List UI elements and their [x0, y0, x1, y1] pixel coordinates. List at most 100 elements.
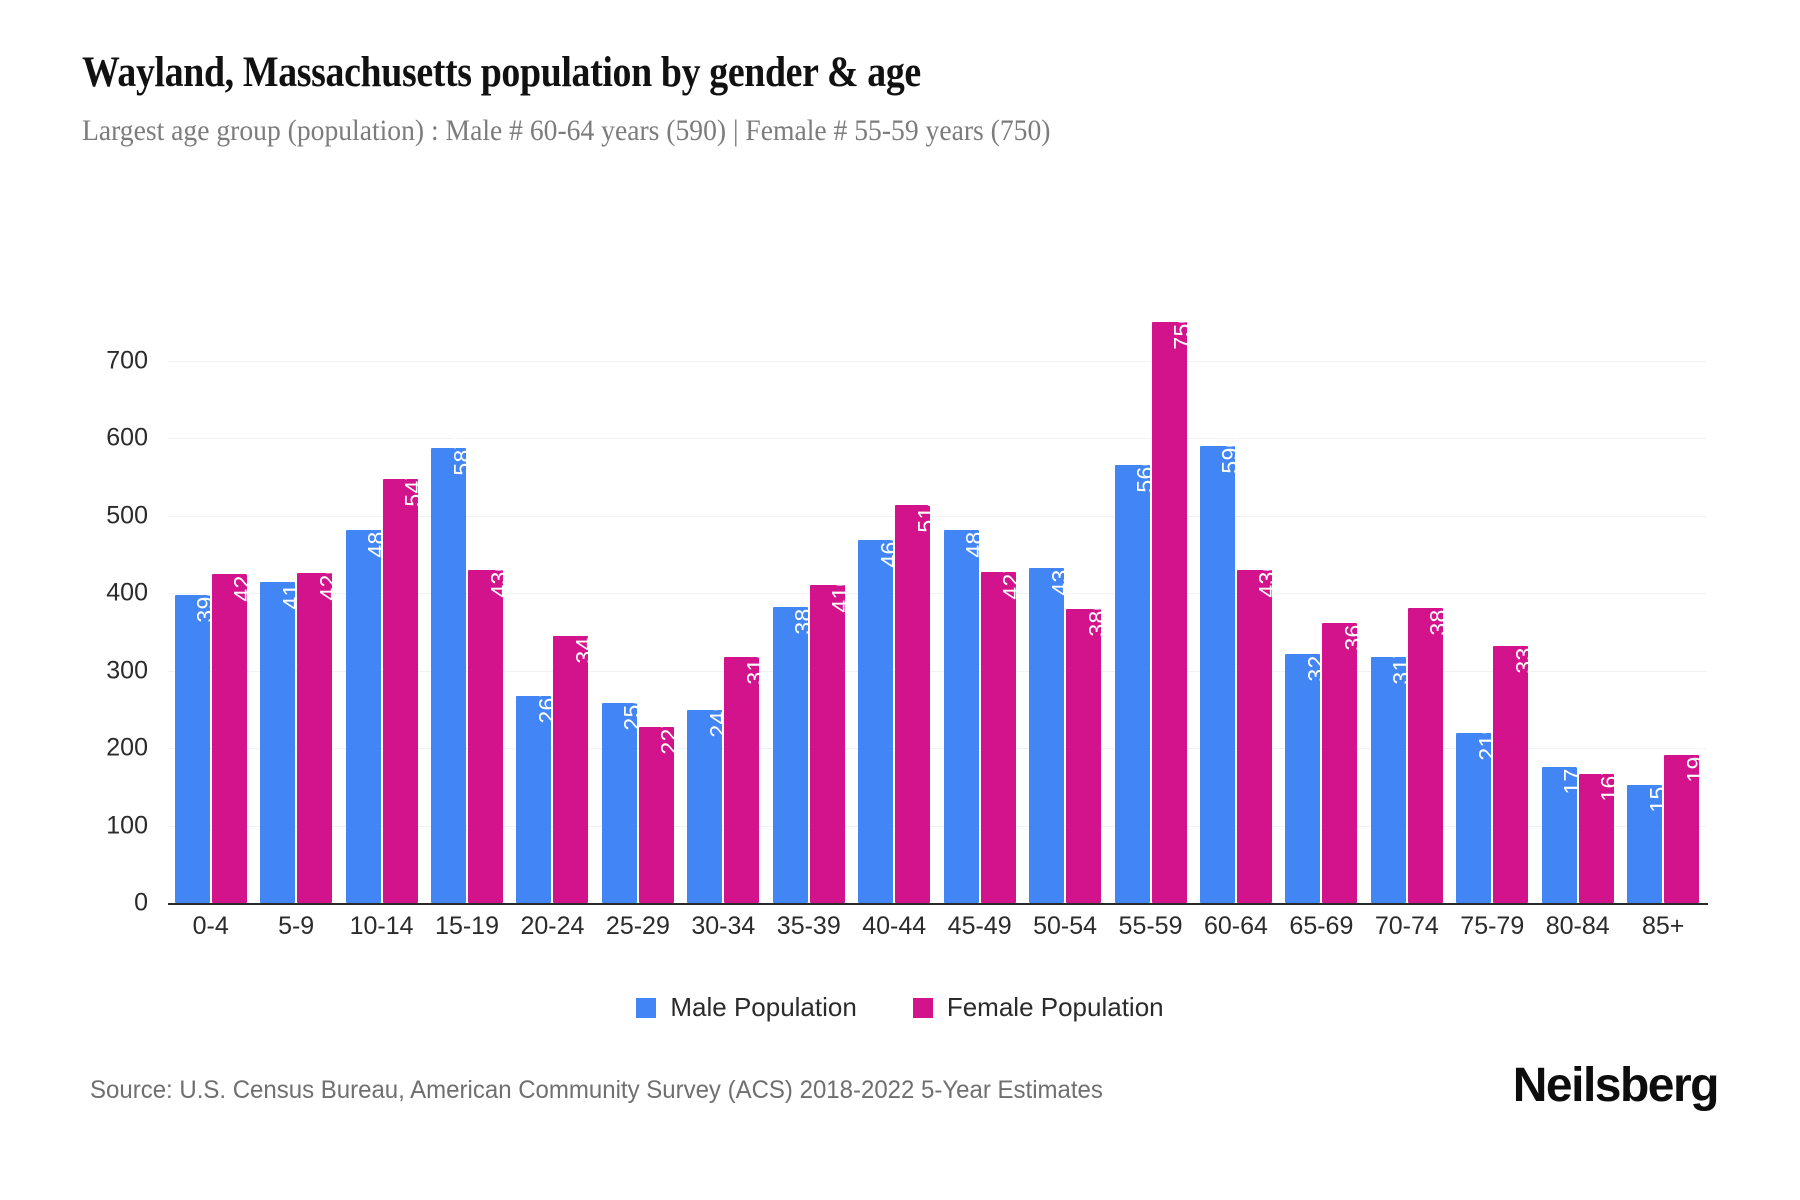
x-axis-tick-label: 85+ [1641, 912, 1685, 940]
bar-value-label: 425 [229, 562, 256, 602]
bar-female[interactable]: 547 [382, 468, 426, 903]
bar-value-label: 514 [912, 493, 939, 533]
bar-value-label: 361 [1339, 611, 1366, 651]
x-axis-tick-label: 5-9 [278, 912, 315, 940]
bar-female[interactable]: 191 [1664, 743, 1708, 903]
bar-female[interactable]: 227 [638, 716, 682, 903]
bar-value-label: 427 [998, 560, 1025, 600]
bar-value-label: 258 [619, 691, 646, 731]
bar-value-label: 332 [1510, 634, 1537, 674]
y-axis-tick-label: 200 [106, 733, 148, 762]
bar-female[interactable]: 425 [211, 562, 255, 903]
bar-female[interactable]: 381 [1407, 596, 1451, 903]
bar-female[interactable]: 426 [297, 561, 341, 903]
bar-male[interactable]: 566 [1114, 453, 1158, 903]
bar-male[interactable]: 398 [174, 583, 218, 903]
y-axis-tick-label: 300 [106, 656, 148, 685]
bar-female[interactable]: 318 [724, 645, 768, 903]
bar-male[interactable]: 321 [1285, 643, 1329, 903]
bar-group: 258 227 [595, 322, 682, 903]
bar-value-label: 380 [1083, 597, 1110, 637]
x-axis-tick-label: 65-69 [1289, 912, 1354, 940]
bar-value-label: 430 [1254, 558, 1281, 598]
bar-male[interactable]: 152 [1627, 774, 1671, 903]
gridline [168, 593, 1706, 595]
bar-value-label: 587 [448, 436, 475, 476]
bar-group: 249 318 [681, 322, 768, 903]
bar-male[interactable]: 468 [858, 529, 902, 903]
y-axis-tick-label: 100 [106, 811, 148, 840]
bar-group: 566 750 [1108, 310, 1195, 903]
x-axis-tick-label: 10-14 [349, 912, 414, 940]
x-axis-tick-label: 15-19 [435, 912, 499, 940]
x-axis-tick-label: 70-74 [1374, 912, 1439, 940]
bar-value-label: 482 [961, 517, 988, 558]
bar-female[interactable]: 750 [1151, 310, 1195, 903]
bar-female[interactable]: 167 [1578, 762, 1622, 903]
bar-female[interactable]: 380 [1066, 597, 1110, 903]
bar-female[interactable]: 430 [468, 558, 512, 903]
chart-legend: Male Population Female Population [0, 992, 1800, 1023]
bar-group: 432 380 [1022, 322, 1110, 903]
bar-value-label: 410 [827, 573, 854, 614]
bar-male[interactable]: 415 [260, 570, 304, 903]
bar-male[interactable]: 432 [1029, 557, 1073, 903]
legend-item-female[interactable]: Female Population [912, 992, 1164, 1023]
bar-male[interactable]: 219 [1456, 722, 1500, 903]
bar-female[interactable]: 410 [809, 574, 853, 903]
bar-male[interactable]: 175 [1541, 756, 1585, 903]
bar-female[interactable]: 345 [553, 624, 597, 903]
bar-male[interactable]: 590 [1199, 434, 1243, 903]
gridline [168, 825, 1706, 827]
bar-value-label: 547 [400, 467, 427, 507]
bar-male[interactable]: 482 [345, 518, 389, 903]
bar-group: 382 410 [766, 322, 853, 903]
chart-subtitle: Largest age group (population) : Male # … [82, 114, 1051, 148]
bar-male[interactable]: 317 [1370, 646, 1414, 903]
y-axis-tick-label: 0 [134, 888, 148, 917]
bar-female[interactable]: 514 [895, 493, 939, 903]
bar-female[interactable]: 430 [1236, 558, 1280, 903]
x-axis-tick-label: 30-34 [691, 912, 756, 940]
y-axis-tick-label: 600 [106, 423, 148, 452]
neilsberg-logo: Neilsberg [1512, 1059, 1720, 1112]
plot-area [168, 322, 1706, 904]
bar-female[interactable]: 332 [1493, 634, 1537, 903]
legend-label: Male Population [670, 992, 857, 1022]
bar-value-label: 381 [1425, 596, 1452, 636]
bar-value-label: 432 [1046, 556, 1073, 596]
legend-swatch-icon [912, 997, 933, 1018]
legend-item-male[interactable]: Male Population [636, 992, 857, 1023]
legend-swatch-icon [636, 997, 657, 1018]
x-axis-tick-label: 35-39 [776, 912, 841, 940]
bar-female[interactable]: 361 [1322, 612, 1366, 903]
bar-value-label: 227 [656, 715, 683, 755]
bar-group: 175 167 [1535, 322, 1622, 903]
bar-male[interactable]: 382 [772, 595, 816, 903]
legend-label: Female Population [946, 992, 1164, 1022]
bar-male[interactable]: 258 [601, 692, 645, 903]
source-note: Source: U.S. Census Bureau, American Com… [90, 1076, 1103, 1104]
x-axis-line [168, 903, 1708, 905]
bar-value-label: 345 [570, 624, 597, 664]
bar-group: 317 381 [1364, 322, 1451, 903]
bar-groups: 398 425 415 426 482 547 587 430 267 345 258 227 249 3… [168, 310, 1708, 903]
bar-group: 219 332 [1450, 322, 1537, 903]
x-axis-labels: 0-4 5-9 10-14 15-19 20-24 25-29 30-34 35-39 40-4… [168, 912, 1706, 941]
bar-group: 590 430 [1193, 322, 1280, 903]
bar-value-label: 191 [1681, 743, 1708, 783]
bar-male[interactable]: 249 [687, 698, 731, 903]
gridline [168, 438, 1706, 440]
gridline [168, 515, 1706, 517]
bar-female[interactable]: 427 [980, 561, 1024, 903]
bar-value-label: 318 [741, 645, 768, 685]
bar-male[interactable]: 587 [431, 437, 475, 903]
bar-male[interactable]: 267 [516, 685, 560, 903]
x-axis-tick-label: 80-84 [1545, 912, 1610, 940]
bar-male[interactable]: 482 [943, 518, 987, 903]
x-axis-tick-label: 55-59 [1118, 912, 1183, 940]
x-axis-tick-label: 25-29 [605, 912, 670, 940]
page-title: Wayland, Massachusetts population by gen… [82, 49, 921, 96]
x-axis-tick-label: 0-4 [192, 912, 229, 940]
